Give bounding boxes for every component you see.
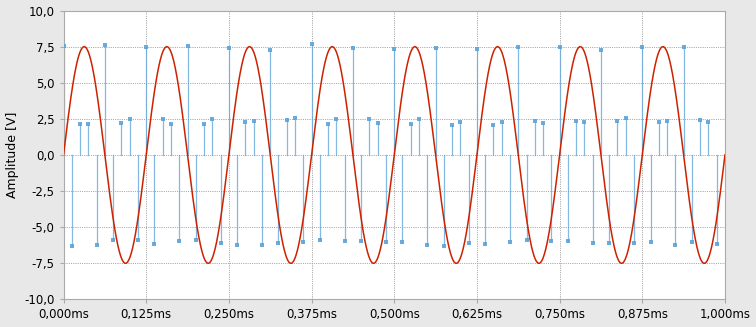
Y-axis label: Amplitude [V]: Amplitude [V] [5,112,19,198]
